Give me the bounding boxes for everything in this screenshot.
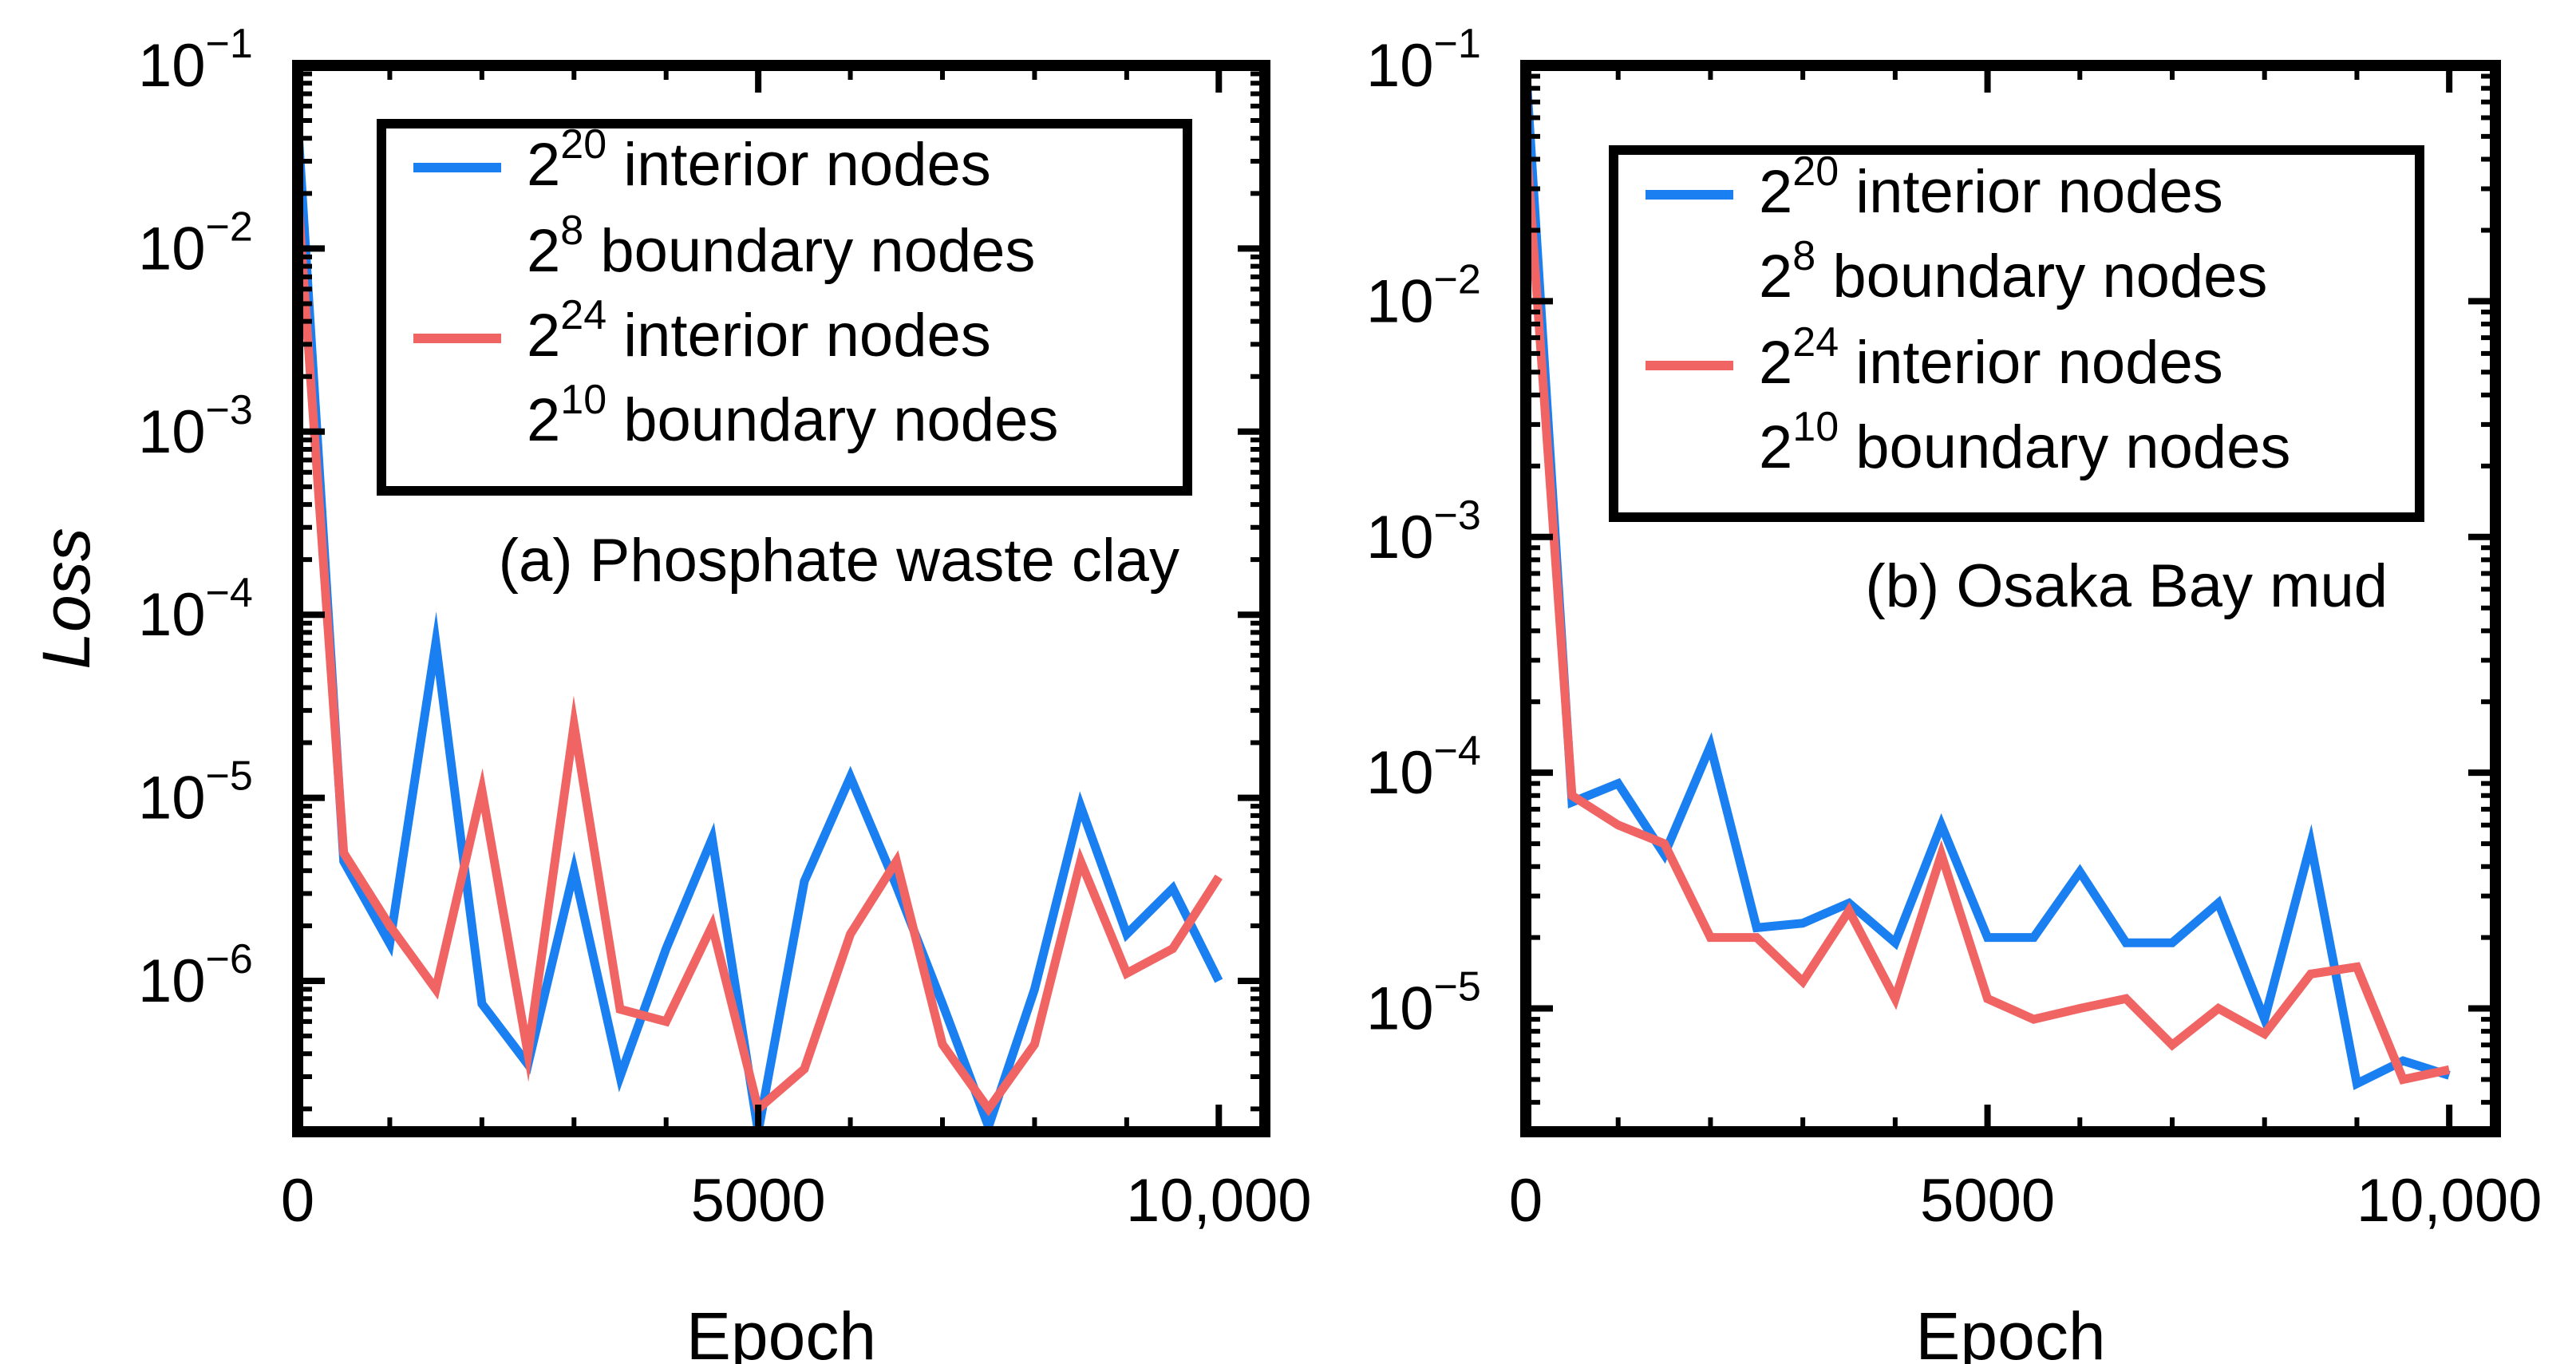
legend-label-base: 2 [527,386,560,454]
y-tick-base: 10 [138,398,206,466]
y-tick-label: 10−1 [138,21,253,100]
legend-label-text: interior nodes [606,131,991,199]
legend-label-exponent: 20 [560,121,606,168]
legend-box [1609,145,2424,522]
y-tick-base: 10 [138,581,206,649]
legend-label-base: 2 [527,302,560,370]
y-tick-base: 10 [1366,267,1434,335]
y-tick-exponent: −6 [206,936,253,982]
panel-label: (b) Osaka Bay mud [1865,552,2388,620]
y-tick-base: 10 [138,947,206,1015]
legend-label-base: 2 [1759,413,1792,481]
legend-label-2-line-1: 224 interior nodes [527,292,991,370]
x-tick-label: 10,000 [2357,1167,2542,1235]
y-tick-base: 10 [1366,739,1434,807]
legend-label-1-line-2: 28 boundary nodes [1759,233,2267,310]
x-tick-label: 0 [1509,1167,1543,1235]
legend-label-exponent: 10 [1792,404,1839,450]
legend-label-text: boundary nodes [1815,243,2267,310]
x-axis-label: Epoch [1915,1299,2105,1364]
y-tick-label: 10−4 [1366,728,1481,807]
x-tick-label: 0 [281,1167,314,1235]
series-line-2 [1526,136,2451,1085]
series-line-1 [1526,65,2451,1090]
legend-label-text: interior nodes [1839,158,2223,226]
y-tick-label: 10−5 [1366,964,1481,1043]
legend-label-text: boundary nodes [606,386,1058,454]
y-tick-label: 10−5 [138,753,253,832]
legend-label-2-line-2: 210 boundary nodes [1759,404,2290,481]
panel-phosphate-waste-clay: 10−110−210−310−410−510−60 5000 10,000Epoch… [29,21,1312,1364]
x-tick-label: 5000 [691,1167,826,1235]
series-line-1 [298,120,1223,1132]
axes-frame [292,60,1270,1137]
y-tick-label: 10−6 [138,936,253,1015]
x-tick-label: 10,000 [1126,1167,1311,1235]
y-tick-exponent: −5 [1434,964,1481,1010]
y-tick-label: 10−3 [138,387,253,466]
legend-label-text: boundary nodes [583,217,1035,285]
y-axis-label: Loss [29,528,104,669]
y-tick-exponent: −3 [1434,492,1481,539]
legend-label-1-line-1: 220 interior nodes [1759,148,2223,226]
legend-label-1-line-2: 28 boundary nodes [527,208,1035,285]
legend-label-text: interior nodes [1839,329,2223,397]
legend-label-text: interior nodes [606,302,991,370]
legend-label-base: 2 [1759,158,1792,226]
y-tick-label: 10−2 [1366,256,1481,335]
axes-frame [1520,60,2501,1137]
y-tick-exponent: −2 [1434,256,1481,302]
legend-label-base: 2 [527,217,560,285]
x-tick-label: 5000 [1920,1167,2055,1235]
legend-label-exponent: 8 [560,208,583,254]
panel-label: (a) Phosphate waste clay [499,527,1179,595]
y-tick-exponent: −2 [206,204,253,250]
y-tick-base: 10 [1366,975,1434,1043]
y-tick-base: 10 [138,32,206,100]
y-tick-exponent: −4 [1434,728,1481,774]
legend-label-exponent: 24 [1792,319,1839,366]
legend-label-exponent: 20 [1792,148,1839,195]
y-tick-label: 10−2 [138,204,253,283]
y-tick-base: 10 [138,215,206,283]
legend-label-base: 2 [1759,329,1792,397]
legend-label-2-line-1: 224 interior nodes [1759,319,2223,397]
x-axis-label: Epoch [686,1299,876,1364]
legend-label-exponent: 10 [560,377,606,423]
y-tick-base: 10 [1366,32,1434,100]
y-tick-exponent: −5 [206,753,253,800]
legend-label-base: 2 [527,131,560,199]
y-tick-exponent: −3 [206,387,253,433]
y-tick-base: 10 [138,765,206,832]
y-tick-label: 10−3 [1366,492,1481,571]
legend-label-exponent: 24 [560,292,606,338]
y-tick-label: 10−4 [138,570,253,649]
legend-box [377,119,1192,496]
y-tick-exponent: −1 [1434,21,1481,67]
y-tick-exponent: −4 [206,570,253,616]
y-tick-base: 10 [1366,504,1434,571]
legend-label-2-line-2: 210 boundary nodes [527,377,1058,454]
y-tick-exponent: −1 [206,21,253,67]
legend-label-base: 2 [1759,243,1792,310]
legend-label-exponent: 8 [1792,233,1815,279]
legend-label-text: boundary nodes [1839,413,2290,481]
legend-label-1-line-1: 220 interior nodes [527,121,991,199]
panel-osaka-bay-mud: 10−110−210−310−410−50 5000 10,000Epoch220 … [1366,21,2542,1364]
y-tick-label: 10−1 [1366,21,1481,100]
